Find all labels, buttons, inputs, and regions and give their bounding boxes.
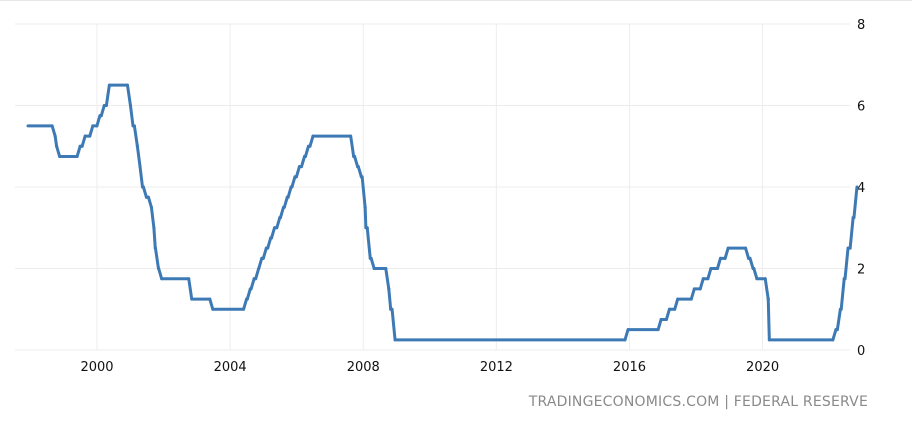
data-segment [88,124,95,138]
data-segment [132,124,139,148]
y-tick-label: 6 [857,100,865,115]
data-segment [349,134,356,158]
data-segment [157,267,164,281]
data-segment [656,317,663,332]
data-segment [369,256,376,270]
data-segment [149,205,156,230]
data-segment [387,287,393,311]
data-segment [282,195,289,209]
x-tick-label: 2004 [214,360,247,375]
data-segment [80,134,87,148]
y-axis: 0 2 4 6 8 [857,18,865,359]
data-segment [360,175,367,209]
data-segment [831,328,838,342]
data-segment [689,287,696,301]
data-segment [55,144,62,158]
data-segment [848,216,855,250]
data-segment [763,277,770,301]
data-segment [303,144,310,158]
data-segment [744,246,751,260]
x-tick-label: 2012 [480,360,513,375]
data-segment [723,246,730,260]
data-segment [187,277,194,301]
data-segment [138,165,144,189]
data-segment [245,287,252,301]
source-watermark: TRADINGECONOMICS.COM | FEDERAL RESERVE [528,394,868,410]
data-segment [623,328,630,342]
data-segment [99,104,106,118]
top-border [0,0,912,1]
y-tick-label: 8 [857,18,865,33]
data-segment [766,297,771,342]
data-segment [839,277,846,311]
data-segment [95,114,102,128]
data-segment [275,216,282,230]
data-segment [356,165,363,179]
data-segment [75,144,82,158]
data-segment [128,104,135,128]
grid [15,23,850,351]
data-segment [698,277,705,291]
data-segment [835,307,842,332]
data-segment [290,175,297,189]
data-segment [365,226,372,260]
data-segment [752,267,759,281]
x-tick-label: 2000 [80,360,113,375]
data-segment [270,226,277,240]
data-segment [706,267,713,281]
data-segment [104,83,111,107]
data-segment [249,277,256,291]
x-axis: 2000 2004 2008 2012 2016 2020 [80,360,779,375]
y-tick-label: 0 [857,344,865,359]
data-segment [390,307,397,342]
series-line [26,83,859,342]
data-segment [294,165,301,179]
data-segment [141,185,148,199]
x-tick-label: 2008 [347,360,380,375]
data-segment [242,297,249,311]
data-segment [208,297,215,311]
data-segment [353,154,360,169]
data-segment [53,134,59,148]
data-segment [257,256,264,270]
data-segment [254,267,261,281]
data-segment [715,256,722,270]
data-segment [673,297,680,311]
data-segment [384,267,391,291]
x-tick-label: 2016 [613,360,646,375]
data-segment [146,195,153,209]
data-segment [261,246,268,260]
y-tick-label: 4 [857,181,865,196]
data-segment [664,307,671,321]
data-segment [266,236,273,250]
y-tick-label: 2 [857,263,865,278]
data-segment [852,185,859,220]
data-segment [152,226,157,250]
data-segment [278,205,285,220]
data-segment [748,256,755,270]
data-segment [125,83,132,107]
x-tick-label: 2020 [746,360,779,375]
data-segment [153,246,160,270]
data-segment [308,134,315,148]
data-segment [135,144,142,169]
data-segment [50,124,57,138]
data-segment [363,205,368,230]
data-segment [300,154,307,169]
data-segment [843,246,850,281]
data-segment [286,185,293,199]
